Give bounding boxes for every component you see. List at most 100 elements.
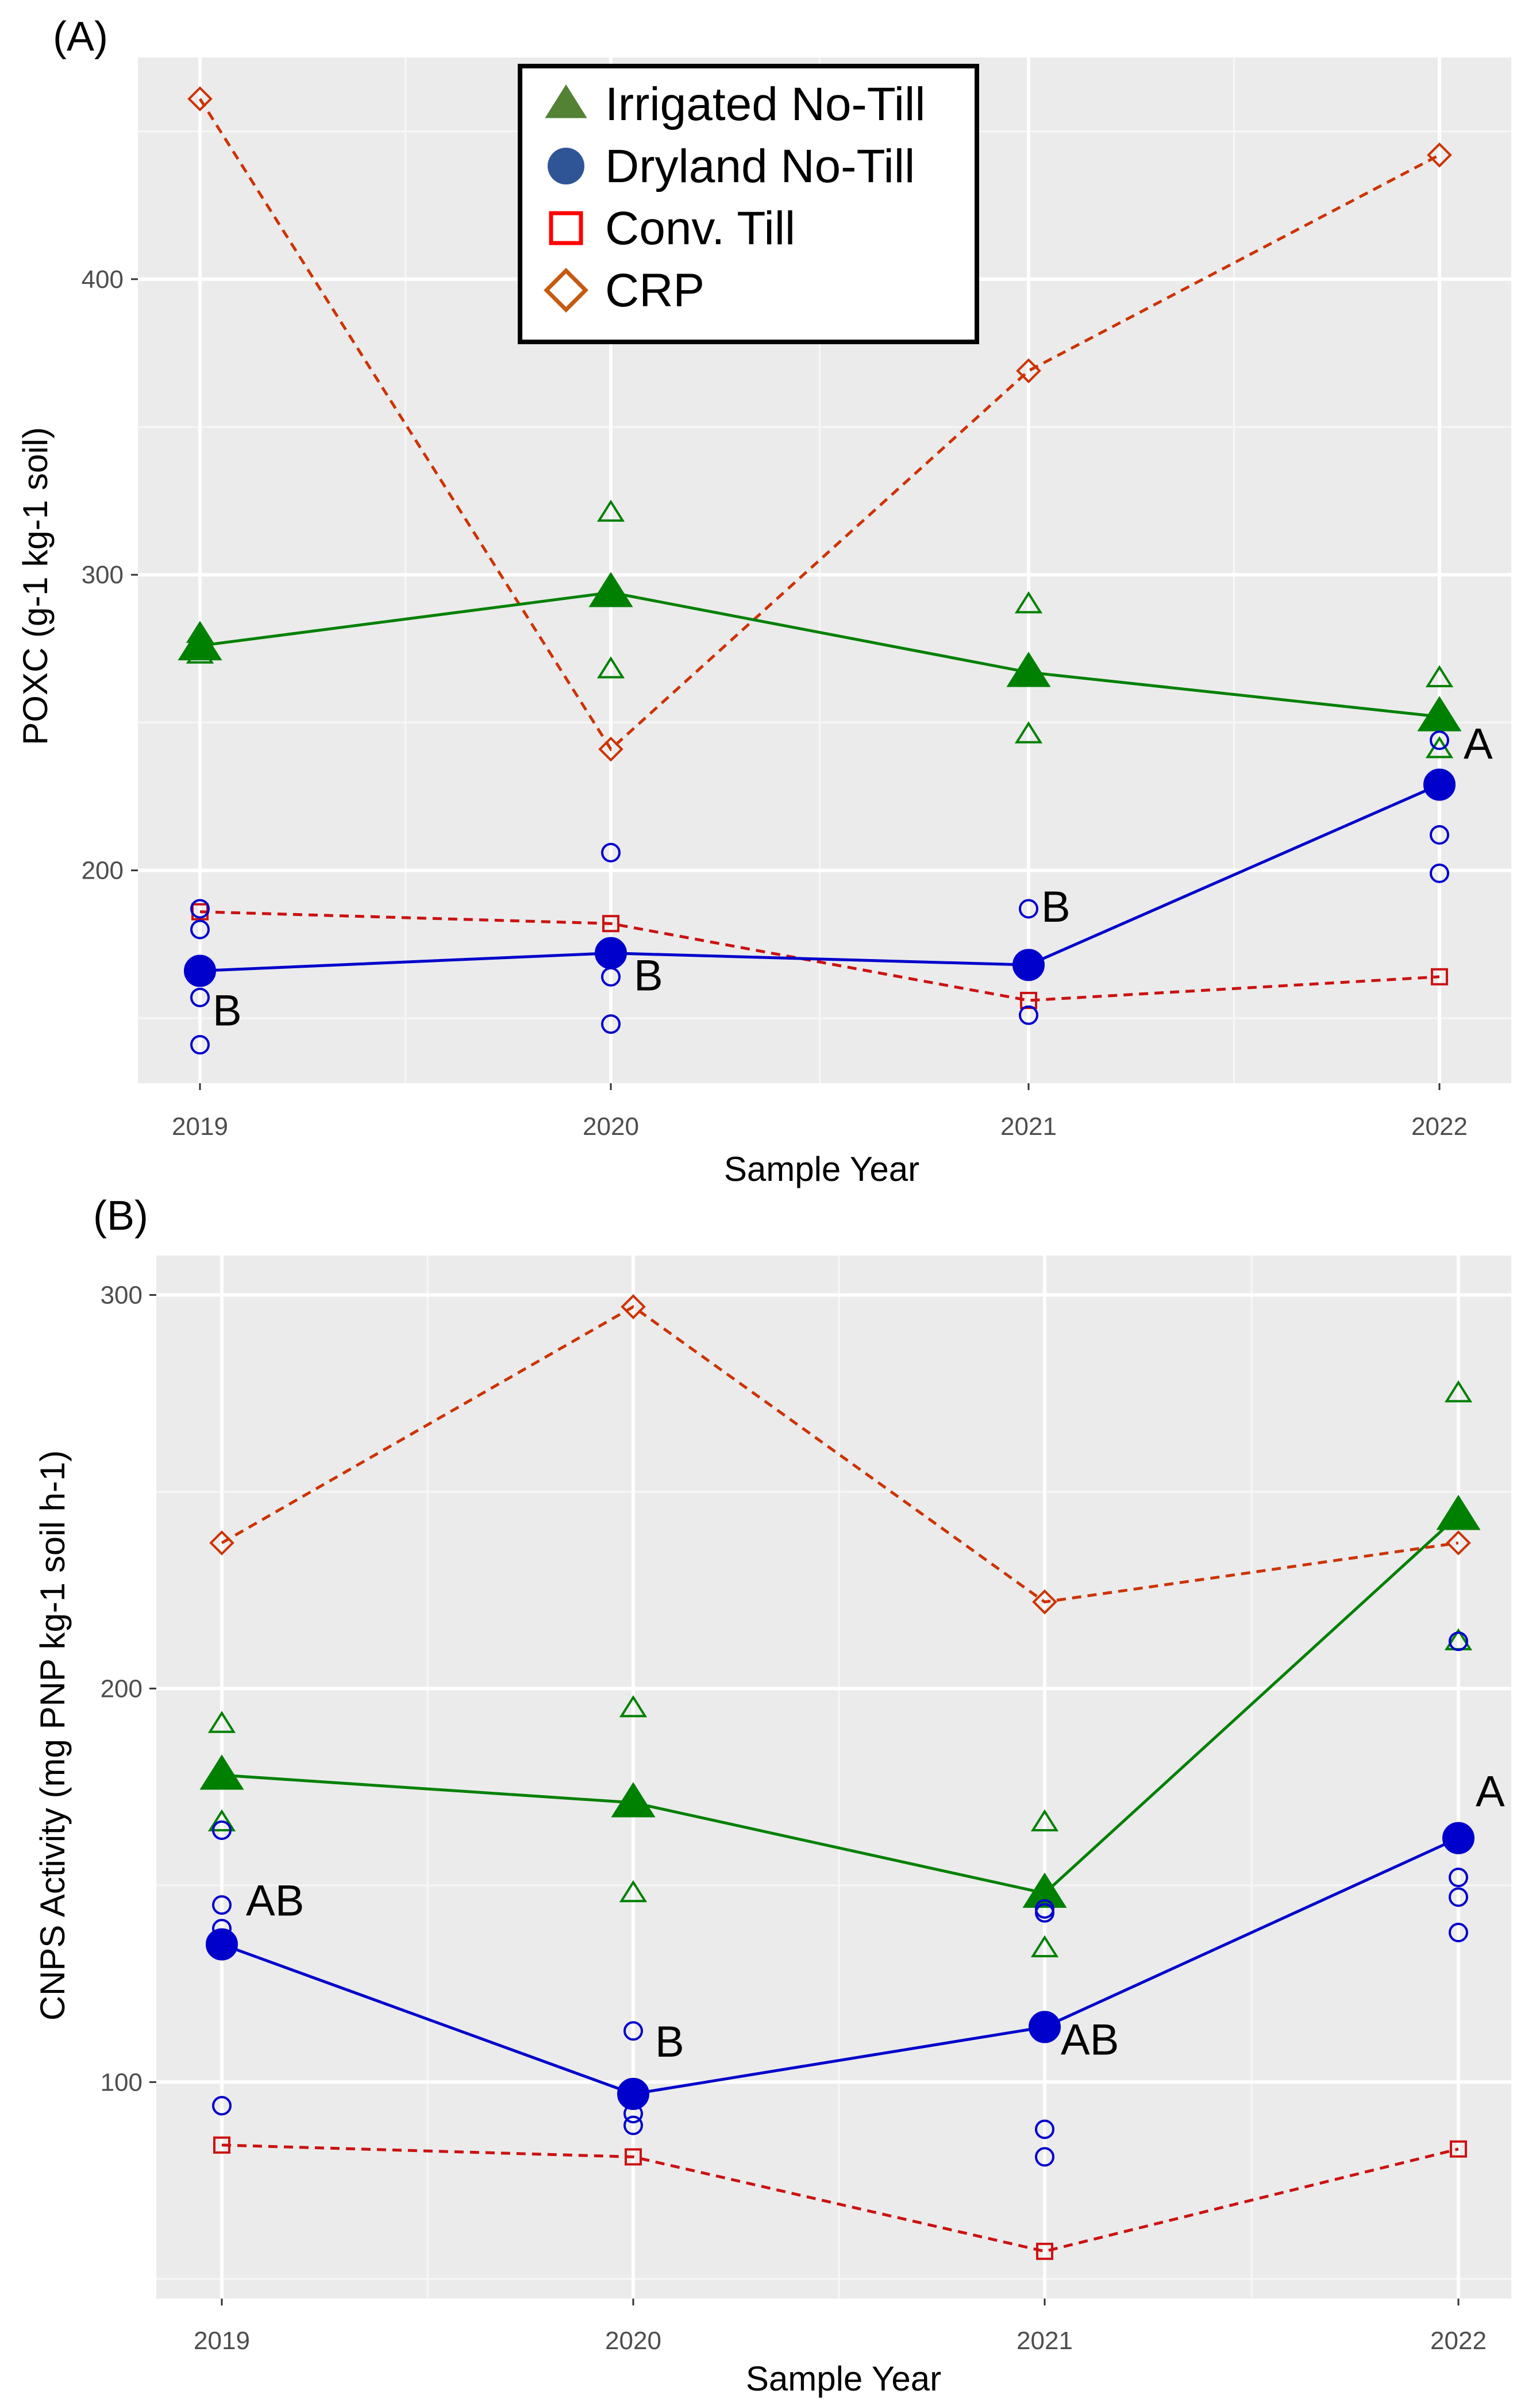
legend-box [518, 64, 979, 344]
legend-diamond-icon [544, 268, 588, 313]
crp-mean-point [1427, 142, 1452, 168]
significance-letter: B [213, 987, 242, 1036]
dryland-no-till-replicate-point [623, 2115, 643, 2135]
dryland-no-till-replicate-point [190, 987, 210, 1007]
irrigated-no-till-mean-point [611, 1782, 656, 1818]
irrigated-no-till-replicate-point [596, 499, 625, 522]
panel-b-label: (B) [93, 1193, 148, 1239]
irrigated-no-till-replicate-point [619, 1695, 648, 1718]
plot-background [156, 1256, 1511, 2299]
conv-till-mean-point [1450, 2140, 1467, 2158]
dryland-no-till-replicate-point [1035, 2147, 1054, 2167]
irrigated-no-till-series-line [221, 1514, 1460, 1895]
dryland-no-till-replicate-point [1430, 863, 1449, 883]
data-marks [178, 86, 1462, 1055]
crp-series-line [221, 1305, 1459, 1604]
dryland-no-till-replicate-point [1035, 2119, 1054, 2139]
irrigated-no-till-replicate-point [619, 1880, 648, 1903]
dryland-no-till-replicate-point [1430, 825, 1449, 845]
dryland-no-till-replicate-point [601, 842, 621, 863]
x-tick-label: 2022 [1411, 1113, 1468, 1141]
irrigated-no-till-replicate-point [1030, 1809, 1059, 1831]
dryland-no-till-mean-point [1012, 949, 1045, 981]
crp-mean-point [209, 1530, 234, 1556]
data-marks [199, 1294, 1481, 2260]
x-tick-label: 2021 [1000, 1113, 1057, 1141]
panel-a-poxc-chart: (A) Sample Year POXC (g-1 kg-1 soil) 200… [16, 14, 1511, 1188]
conv-till-mean-point [1036, 2242, 1053, 2260]
dryland-no-till-mean-point [1442, 1822, 1474, 1854]
x-tick-label: 2021 [1017, 2327, 1073, 2355]
plot-area [156, 1256, 1511, 2299]
y-tick-label: 300 [82, 561, 124, 589]
dryland-no-till-mean-point [1423, 768, 1456, 801]
panel-a-x-axis-label: Sample Year [724, 1150, 919, 1188]
irrigated-no-till-replicate-point [1425, 665, 1454, 687]
legend-triangle-icon [545, 84, 587, 118]
dryland-no-till-replicate-point [601, 1014, 621, 1034]
irrigated-no-till-mean-point [199, 1754, 244, 1790]
dryland-no-till-mean-point [184, 954, 216, 987]
crp-mean-point [1032, 1589, 1057, 1615]
significance-letter: A [1464, 719, 1493, 768]
irrigated-no-till-replicate-point [1444, 1380, 1473, 1403]
significance-letter: B [655, 2018, 684, 2066]
dryland-no-till-replicate-point [212, 1895, 232, 1915]
conv-till-mean-point [625, 2148, 642, 2166]
legend-label-crp: CRP [605, 264, 704, 317]
irrigated-no-till-replicate-point [207, 1711, 236, 1733]
conv-till-mean-point [1020, 991, 1037, 1009]
y-tick-label: 200 [82, 857, 124, 885]
irrigated-no-till-mean-point [178, 625, 222, 661]
dryland-no-till-replicate-point [212, 1820, 232, 1840]
x-tick-label: 2022 [1430, 2327, 1487, 2355]
crp-mean-point [621, 1294, 646, 1319]
irrigated-no-till-replicate-point [207, 1809, 236, 1831]
irrigated-no-till-replicate-point [1014, 591, 1043, 614]
y-tick-label: 400 [82, 265, 124, 294]
conv-till-mean-point [213, 2136, 230, 2154]
dryland-no-till-replicate-point [1449, 1868, 1468, 1888]
x-tick-label: 2020 [583, 1113, 639, 1141]
dryland-no-till-replicate-point [1035, 1903, 1054, 1923]
crp-mean-point [187, 86, 213, 111]
legend-label-irrigated-no-till: Irrigated No-Till [605, 78, 925, 130]
dryland-no-till-mean-point [595, 937, 627, 969]
panel-a-label: (A) [53, 14, 108, 60]
legend-circle-icon [548, 148, 584, 184]
panel-b-y-axis-label: CNPS Activity (mg PNP kg-1 soil h-1) [33, 1450, 72, 2021]
irrigated-no-till-mean-point [1436, 1495, 1481, 1530]
significance-letter: A [1476, 1768, 1505, 1816]
dryland-no-till-replicate-point [1449, 1887, 1468, 1907]
irrigated-no-till-mean-point [588, 572, 633, 607]
x-tick-label: 2019 [194, 2327, 250, 2355]
dryland-no-till-mean-point [617, 2077, 649, 2110]
significance-letter: B [1041, 883, 1071, 931]
irrigated-no-till-replicate-point [596, 656, 625, 679]
y-tick-label: 200 [101, 1675, 143, 1703]
dryland-no-till-replicate-point [1019, 899, 1038, 919]
x-tick-label: 2019 [172, 1113, 228, 1141]
dryland-no-till-replicate-point [1449, 1923, 1468, 1943]
crp-mean-point [1446, 1530, 1471, 1556]
conv-till-mean-point [602, 915, 619, 933]
legend: Irrigated No-Till Dryland No-Till Conv. Ti… [518, 64, 979, 344]
dryland-no-till-replicate-point [190, 919, 210, 940]
legend-label-dryland-no-till: Dryland No-Till [605, 140, 915, 193]
dryland-no-till-replicate-point [1019, 1005, 1038, 1025]
significance-letter: AB [246, 1877, 304, 1926]
panel-a-y-axis-label: POXC (g-1 kg-1 soil) [16, 427, 55, 745]
y-tick-label: 100 [101, 2068, 143, 2096]
dryland-no-till-replicate-point [190, 1035, 210, 1055]
crp-mean-point [598, 736, 623, 762]
dryland-no-till-series-line [221, 1837, 1460, 2096]
irrigated-no-till-replicate-point [1014, 721, 1043, 744]
irrigated-no-till-mean-point [1022, 1872, 1067, 1908]
y-tick-label: 300 [101, 1281, 143, 1309]
legend-label-conv-till: Conv. Till [605, 202, 795, 255]
dryland-no-till-replicate-point [190, 899, 210, 919]
irrigated-no-till-series-line [199, 591, 1440, 718]
panel-b-cnps-chart: (B) Sample Year CNPS Activity (mg PNP kg… [33, 1193, 1511, 2398]
crp-mean-point [1016, 358, 1041, 384]
